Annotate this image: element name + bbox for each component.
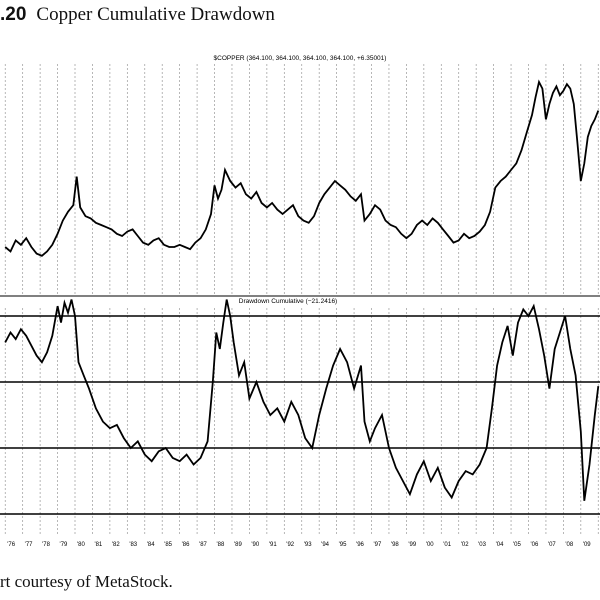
- x-tick-label: '86: [182, 542, 190, 548]
- drawdown-grid: [4, 308, 599, 536]
- x-tick-label: '84: [147, 542, 155, 548]
- x-tick-label: '05: [513, 542, 521, 548]
- x-tick-label: '96: [356, 542, 364, 548]
- x-tick-label: '79: [60, 542, 68, 548]
- x-tick-label: '83: [129, 542, 137, 548]
- x-tick-label: '03: [478, 542, 486, 548]
- x-tick-label: '07: [548, 542, 556, 548]
- x-tick-label: '92: [286, 542, 294, 548]
- price-grid: [4, 64, 599, 294]
- x-tick-label: '81: [94, 542, 102, 548]
- x-tick-label: '97: [374, 542, 382, 548]
- x-tick-label: '94: [321, 542, 329, 548]
- x-tick-label: '06: [530, 542, 538, 548]
- figure-credit: rt courtesy of MetaStock.: [0, 572, 173, 591]
- drawdown-reference-lines: [0, 315, 600, 515]
- figure-number: .20: [0, 4, 27, 25]
- figure-title: .20 Copper Cumulative Drawdown: [0, 4, 275, 26]
- x-tick-label: '78: [42, 542, 50, 548]
- chart-canvas: $COPPER (364.100, 364.100, 364.100, 364.…: [0, 55, 600, 548]
- x-tick-label: '99: [408, 542, 416, 548]
- x-tick-label: '98: [391, 542, 399, 548]
- x-tick-label: '90: [251, 542, 259, 548]
- x-tick-label: '04: [496, 542, 504, 548]
- price-panel: $COPPER (364.100, 364.100, 364.100, 364.…: [4, 55, 600, 294]
- drawdown-panel-title: Drawdown Cumulative (−21.2416): [239, 298, 337, 305]
- x-tick-label: '80: [77, 542, 85, 548]
- drawdown-panel: Drawdown Cumulative (−21.2416) '76 '77 '78…: [0, 298, 600, 548]
- x-tick-label: '01: [443, 542, 451, 548]
- price-panel-title: $COPPER (364.100, 364.100, 364.100, 364.…: [214, 55, 387, 62]
- price-series-line: [4, 79, 600, 257]
- x-tick-label: '82: [112, 542, 120, 548]
- x-tick-label: '95: [339, 542, 347, 548]
- x-axis-ticks: '76 '77 '78 '79 '80 '81 '82 '83 '84 '85 '86 '87 '88 '…: [7, 542, 591, 548]
- x-tick-label: '89: [234, 542, 242, 548]
- x-tick-label: '85: [164, 542, 172, 548]
- figure-title-text: Copper Cumulative Drawdown: [36, 4, 275, 25]
- x-tick-label: '00: [426, 542, 434, 548]
- x-tick-label: '09: [583, 542, 591, 548]
- x-tick-label: '88: [217, 542, 225, 548]
- x-tick-label: '93: [304, 542, 312, 548]
- x-tick-label: '76: [7, 542, 15, 548]
- x-tick-label: '77: [25, 542, 33, 548]
- x-tick-label: '02: [461, 542, 469, 548]
- x-tick-label: '87: [199, 542, 207, 548]
- drawdown-series-line: [4, 299, 600, 501]
- x-tick-label: '91: [269, 542, 277, 548]
- x-tick-label: '08: [565, 542, 573, 548]
